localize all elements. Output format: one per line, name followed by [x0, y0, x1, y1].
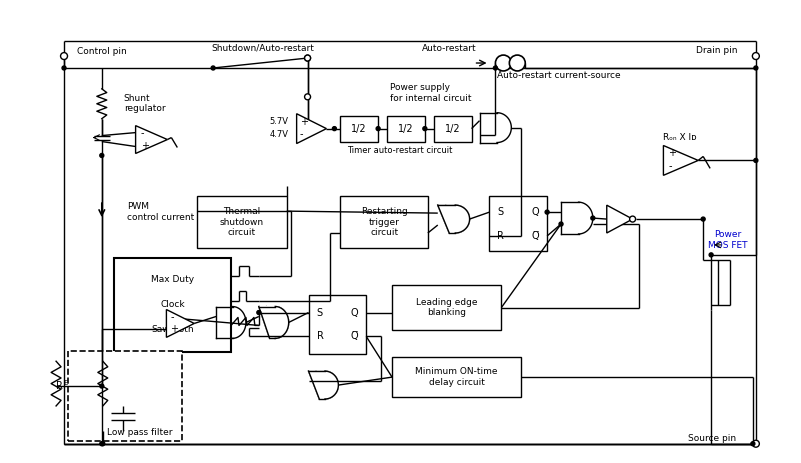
Bar	[68, 351, 183, 441]
Text: Leading edge
blanking: Leading edge blanking	[416, 298, 477, 317]
Bar	[197, 196, 287, 248]
Text: Timer auto-restart circuit: Timer auto-restart circuit	[348, 146, 453, 155]
Polygon shape	[296, 114, 327, 144]
Circle shape	[591, 216, 595, 220]
Text: +: +	[140, 140, 148, 150]
Circle shape	[376, 127, 380, 131]
Text: Sawtooth: Sawtooth	[151, 325, 194, 334]
Circle shape	[496, 55, 511, 71]
Text: Drain pin: Drain pin	[696, 45, 738, 55]
Text: Auto-restart current-source: Auto-restart current-source	[497, 71, 621, 81]
Text: 1/2: 1/2	[445, 124, 461, 134]
Text: Power
MOS FET: Power MOS FET	[708, 230, 748, 250]
Polygon shape	[259, 307, 288, 338]
Text: 1/2: 1/2	[352, 124, 367, 134]
Polygon shape	[663, 145, 698, 175]
Text: +: +	[300, 117, 308, 127]
Circle shape	[211, 66, 215, 70]
Text: Auto-restart: Auto-restart	[422, 44, 477, 53]
Text: Shunt
regulator: Shunt regulator	[123, 94, 165, 113]
Circle shape	[332, 127, 336, 131]
Polygon shape	[438, 205, 469, 233]
Circle shape	[304, 55, 311, 61]
Circle shape	[754, 66, 758, 70]
Circle shape	[709, 253, 713, 257]
Text: Max Duty: Max Duty	[151, 275, 194, 284]
Text: Restarting
trigger
circuit: Restarting trigger circuit	[360, 207, 408, 237]
Bar	[340, 116, 378, 142]
Text: E: E	[63, 380, 67, 386]
Circle shape	[752, 53, 759, 60]
Circle shape	[304, 55, 311, 61]
Text: +: +	[668, 149, 676, 158]
Bar	[434, 116, 472, 142]
Circle shape	[752, 440, 759, 447]
Bar	[489, 196, 547, 251]
Circle shape	[509, 55, 525, 71]
Text: Source pin: Source pin	[688, 434, 736, 443]
Polygon shape	[135, 125, 167, 153]
Text: Rₒₙ X Iᴅ: Rₒₙ X Iᴅ	[663, 133, 697, 142]
Circle shape	[101, 442, 105, 446]
Bar	[387, 116, 425, 142]
Text: -: -	[668, 162, 672, 171]
Text: 4.7V: 4.7V	[270, 130, 288, 139]
Text: R: R	[316, 332, 324, 341]
Text: Power supply
for internal circuit: Power supply for internal circuit	[390, 83, 472, 102]
Bar	[340, 196, 428, 248]
Circle shape	[62, 66, 66, 70]
Text: -: -	[140, 128, 144, 138]
Circle shape	[257, 311, 261, 314]
Circle shape	[701, 217, 705, 221]
Text: Q: Q	[532, 207, 539, 217]
Text: PWM
control current: PWM control current	[127, 202, 194, 222]
Text: Thermal
shutdown
circuit: Thermal shutdown circuit	[220, 207, 264, 237]
Circle shape	[61, 53, 67, 60]
Bar	[392, 357, 521, 397]
Circle shape	[100, 153, 104, 157]
Text: Minimum ON-time
delay circuit: Minimum ON-time delay circuit	[416, 368, 498, 387]
Circle shape	[545, 210, 549, 214]
Text: Control pin: Control pin	[77, 47, 127, 56]
Text: Q̅: Q̅	[351, 332, 358, 341]
Text: 5.7V: 5.7V	[270, 117, 288, 126]
Polygon shape	[606, 205, 633, 233]
Text: Clock: Clock	[160, 300, 185, 309]
Text: Q̅: Q̅	[532, 231, 539, 241]
Text: -: -	[171, 313, 174, 323]
Circle shape	[304, 94, 311, 100]
Circle shape	[630, 216, 635, 222]
Circle shape	[754, 158, 758, 163]
Text: 1/2: 1/2	[398, 124, 414, 134]
Bar	[114, 258, 231, 352]
Polygon shape	[167, 310, 195, 338]
Text: S: S	[497, 207, 504, 217]
Text: R: R	[56, 381, 63, 391]
Text: Shutdown/Auto-restart: Shutdown/Auto-restart	[211, 44, 314, 53]
Text: Q: Q	[351, 307, 358, 318]
Circle shape	[423, 127, 427, 131]
Text: S: S	[316, 307, 323, 318]
Text: R: R	[497, 231, 505, 241]
Circle shape	[493, 66, 497, 70]
Circle shape	[100, 384, 104, 388]
Bar	[392, 285, 501, 331]
Text: +: +	[171, 325, 179, 334]
Circle shape	[100, 442, 104, 446]
Text: -: -	[300, 130, 303, 139]
Circle shape	[751, 442, 755, 446]
Text: Low pass filter: Low pass filter	[107, 428, 172, 437]
Bar	[308, 294, 366, 354]
Circle shape	[559, 222, 563, 226]
Polygon shape	[308, 371, 338, 399]
